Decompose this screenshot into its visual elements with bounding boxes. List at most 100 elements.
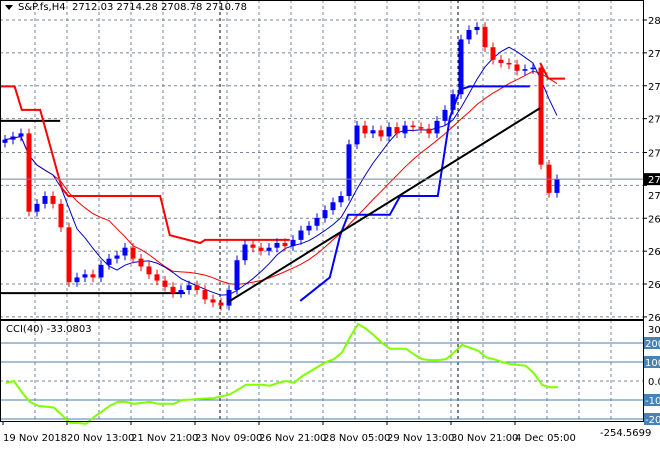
candle-body (18, 133, 24, 137)
chart-title: S&P.fs,H4 2712.03 2714.28 2708.78 2710.7… (5, 2, 247, 13)
price-label: 2622.80 (648, 313, 660, 324)
candle-body (458, 39, 464, 95)
time-label: 21 Nov 21:00 (131, 433, 198, 444)
candle-body (82, 274, 88, 278)
candle-body (90, 274, 96, 278)
dropdown-arrow-icon[interactable] (5, 4, 13, 10)
candle-body (402, 125, 408, 134)
cci-max-label: 305.692 (648, 325, 660, 336)
price-label: 2812.40 (648, 16, 660, 27)
time-label: 19 Nov 2018 (3, 433, 67, 444)
time-label: 29 Nov 13:00 (387, 433, 454, 444)
candle-body (242, 244, 248, 261)
candle-body (514, 64, 520, 71)
candle-body (218, 302, 224, 306)
symbol: S&P.fs,H4 (18, 2, 66, 13)
candle-body (106, 258, 112, 265)
low-value: 2708.78 (161, 2, 203, 13)
candle-body (274, 242, 280, 248)
time-label: 20 Nov 13:00 (67, 433, 134, 444)
candle-body (386, 127, 392, 137)
candle-body (130, 247, 136, 259)
trendline (227, 107, 541, 303)
candle-body (554, 179, 560, 193)
candle-body (162, 280, 168, 287)
candle-body (250, 244, 256, 248)
candle-body (538, 67, 544, 165)
candle-body (362, 125, 368, 134)
price-label: 2685.80 (648, 214, 660, 225)
candle-body (138, 258, 144, 267)
candle-body (322, 210, 328, 218)
time-label: 4 Dec 05:00 (515, 433, 576, 444)
price-label: 2791.40 (648, 49, 660, 60)
candle-body (282, 242, 288, 247)
candle-body (482, 26, 488, 48)
candle-body (66, 227, 72, 283)
candle-body (210, 299, 216, 303)
red-stop-line (539, 62, 565, 80)
candle-body (498, 59, 504, 63)
red-stop-line (0, 85, 290, 245)
candle-body (434, 120, 440, 134)
candle-body (226, 289, 232, 306)
candle-body (194, 285, 200, 290)
candle-body (98, 264, 104, 278)
cci-level-label: 200 (645, 339, 660, 350)
candle-body (426, 128, 432, 134)
price-label: 2643.80 (648, 280, 660, 291)
candle-body (258, 247, 264, 251)
close-value: 2710.78 (205, 2, 247, 13)
price-label: 2770.40 (648, 82, 660, 93)
candle-body (354, 125, 360, 145)
time-label: 23 Nov 09:00 (195, 433, 262, 444)
candle-body (2, 139, 8, 143)
open-value: 2712.03 (71, 2, 114, 13)
cci-level-box (644, 337, 660, 349)
candle-body (34, 203, 40, 212)
candle-body (186, 285, 192, 290)
candle-body (474, 26, 480, 31)
candle-body (370, 130, 376, 134)
candle-body (418, 127, 424, 129)
candle-body (338, 196, 344, 203)
price-label: 2706.80 (648, 191, 660, 202)
time-label: 28 Nov 05:00 (323, 433, 390, 444)
candle-body (58, 203, 64, 228)
cci-min-label: -254.5699 (600, 428, 651, 439)
cci-pane-frame (0, 320, 644, 422)
candle-body (522, 69, 528, 71)
candle-body (450, 94, 456, 110)
candle-body (202, 289, 208, 300)
cci-level-label: 0.00 (648, 377, 660, 388)
candle-body (306, 225, 312, 231)
candle-body (346, 144, 352, 197)
candle-body (410, 125, 416, 128)
candle-body (378, 130, 384, 137)
candle-body (330, 202, 336, 211)
cci-level-label: -200 (645, 415, 660, 426)
cci-level-label: -100 (645, 396, 660, 407)
candle-body (266, 247, 272, 251)
candle-body (490, 47, 496, 60)
candle-body (114, 255, 120, 259)
candle-body (506, 62, 512, 65)
candle-body (74, 277, 80, 283)
candle-body (394, 127, 400, 134)
price-label: 2664.80 (648, 247, 660, 258)
candle-body (530, 67, 536, 70)
candle-body (10, 136, 16, 140)
cci-level-label: 100 (645, 358, 660, 369)
current-price-box (644, 173, 660, 186)
time-label: 30 Nov 21:00 (451, 433, 518, 444)
candle-body (154, 274, 160, 281)
cci-level-box (644, 394, 660, 406)
time-label: 26 Nov 21:00 (259, 433, 326, 444)
current-price-label: 2710.78 (648, 175, 660, 186)
candle-body (298, 230, 304, 240)
candle-body (26, 133, 32, 212)
main-pane-frame (0, 0, 644, 320)
high-value: 2714.28 (116, 2, 158, 13)
